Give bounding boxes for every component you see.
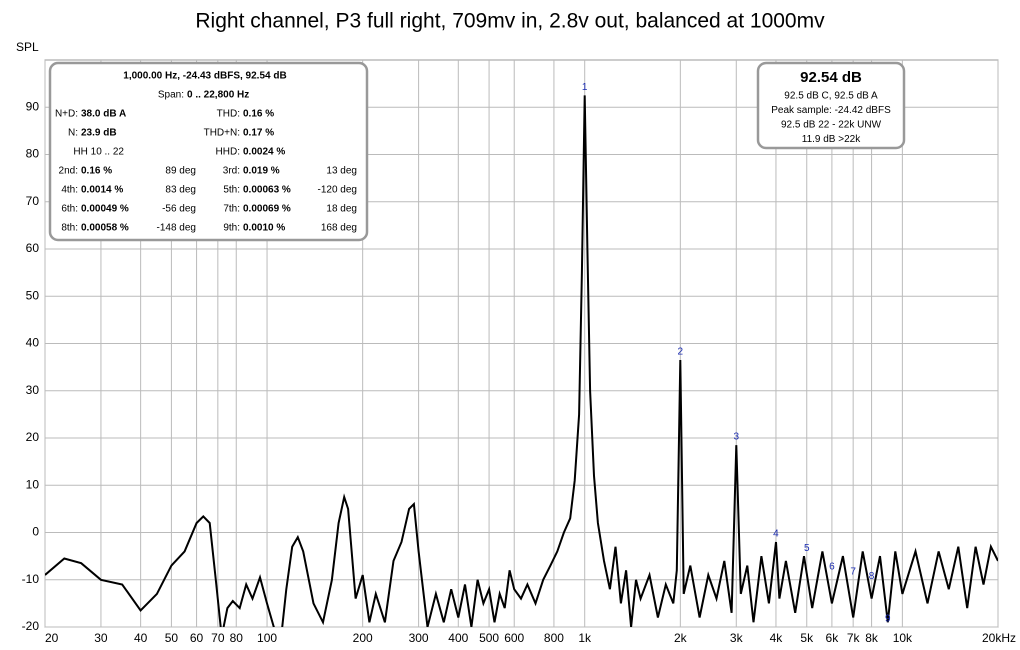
stats-cell: -56 deg <box>162 204 196 215</box>
x-tick-label: 8k <box>865 631 879 645</box>
stats-label: N+D: <box>55 109 78 120</box>
stats-box: 1,000.00 Hz, -24.43 dBFS, 92.54 dB Span:… <box>48 61 369 242</box>
stats-header: 1,000.00 Hz, -24.43 dBFS, 92.54 dB <box>123 71 286 82</box>
stats-value: 0.17 % <box>243 128 274 139</box>
stats-cell: 6th: <box>61 204 78 215</box>
y-tick-label: -10 <box>22 572 40 586</box>
stats-cell: 83 deg <box>165 185 196 196</box>
stats-cell: 0.00063 % <box>243 185 291 196</box>
stats-cell: 0.00049 % <box>81 204 129 215</box>
x-tick-label: 10k <box>893 631 913 645</box>
y-tick-label: 50 <box>26 288 40 302</box>
harmonic-marker: 7 <box>850 566 856 577</box>
level-line: 92.5 dB 22 - 22k UNW <box>781 120 882 131</box>
y-tick-label: 80 <box>26 147 40 161</box>
harmonic-marker: 9 <box>885 614 891 625</box>
x-tick-label: 800 <box>544 631 564 645</box>
x-tick-label: 1k <box>578 631 592 645</box>
stats-cell: 0.16 % <box>81 166 112 177</box>
stats-cell: 0.0014 % <box>81 185 123 196</box>
stats-label: Span: <box>158 90 184 101</box>
y-tick-label: 30 <box>26 383 40 397</box>
y-tick-label: 20 <box>26 430 40 444</box>
y-tick-label: 0 <box>32 525 39 539</box>
y-tick-label: 70 <box>26 194 40 208</box>
stats-cell: 89 deg <box>165 166 196 177</box>
x-tick-label: 30 <box>94 631 108 645</box>
stats-cell: -120 deg <box>318 185 357 196</box>
stats-value: 23.9 dB <box>81 128 117 139</box>
harmonic-marker: 8 <box>869 571 875 582</box>
x-tick-label: 600 <box>504 631 524 645</box>
harmonic-marker: 1 <box>582 82 588 93</box>
x-tick-label: 20 <box>45 631 59 645</box>
stats-cell: 8th: <box>61 223 78 234</box>
harmonic-marker: 4 <box>773 529 779 540</box>
y-axis-label: SPL <box>16 40 39 54</box>
stats-label: N: <box>68 128 78 139</box>
x-tick-label: 300 <box>409 631 429 645</box>
level-line: Peak sample: -24.42 dBFS <box>771 105 891 116</box>
x-tick-label: 60 <box>190 631 204 645</box>
x-tick-label: 100 <box>257 631 277 645</box>
y-tick-label: 60 <box>26 241 40 255</box>
x-tick-label: 20kHz <box>982 631 1016 645</box>
harmonic-marker: 3 <box>733 432 739 443</box>
stats-cell: 0.00069 % <box>243 204 291 215</box>
stats-cell: 168 deg <box>321 223 357 234</box>
x-tick-label: 4k <box>770 631 784 645</box>
spectrum-line <box>45 95 998 627</box>
level-line: 92.5 dB C, 92.5 dB A <box>784 91 878 102</box>
x-tick-label: 50 <box>165 631 179 645</box>
level-line: 11.9 dB >22k <box>802 134 861 145</box>
x-tick-label: 400 <box>448 631 468 645</box>
stats-label: HH 10 .. 22 <box>73 147 124 158</box>
x-tick-label: 200 <box>353 631 373 645</box>
stats-label: THD: <box>217 109 240 120</box>
y-tick-label: 40 <box>26 336 40 350</box>
y-tick-label: 10 <box>26 477 40 491</box>
x-tick-label: 6k <box>826 631 840 645</box>
x-tick-label: 3k <box>730 631 744 645</box>
stats-value: 0.16 % <box>243 109 274 120</box>
y-tick-label: 90 <box>26 99 40 113</box>
stats-cell: 0.00058 % <box>81 223 129 234</box>
x-tick-label: 500 <box>479 631 499 645</box>
stats-cell: 7th: <box>223 204 240 215</box>
level-frame <box>756 61 906 150</box>
stats-cell: 9th: <box>223 223 240 234</box>
x-tick-label: 40 <box>134 631 148 645</box>
stats-cell: 3rd: <box>223 166 240 177</box>
x-tick-label: 2k <box>674 631 688 645</box>
stats-frame <box>48 61 369 242</box>
x-tick-label: 7k <box>847 631 861 645</box>
stats-cell: 13 deg <box>326 166 357 177</box>
stats-label: HHD: <box>216 147 240 158</box>
stats-cell: 0.0010 % <box>243 223 285 234</box>
stats-cell: -148 deg <box>157 223 196 234</box>
harmonic-marker: 6 <box>829 562 835 573</box>
x-tick-label: 80 <box>230 631 244 645</box>
stats-cell: 0.019 % <box>243 166 280 177</box>
harmonic-marker: 5 <box>804 543 810 554</box>
level-box: 92.54 dB 92.5 dB C, 92.5 dB A Peak sample… <box>756 61 906 150</box>
stats-label: THD+N: <box>204 128 240 139</box>
level-value: 92.54 dB <box>800 69 862 86</box>
stats-value: 38.0 dB A <box>81 109 126 120</box>
x-tick-label: 5k <box>800 631 814 645</box>
stats-cell: 2nd: <box>59 166 78 177</box>
stats-cell: 4th: <box>61 185 78 196</box>
stats-value: 0.0024 % <box>243 147 285 158</box>
harmonic-marker: 2 <box>678 347 684 358</box>
y-tick-label: -20 <box>22 619 40 633</box>
chart-title: Right channel, P3 full right, 709mv in, … <box>195 10 825 33</box>
stats-cell: 5th: <box>223 185 240 196</box>
x-tick-label: 70 <box>211 631 225 645</box>
stats-cell: 18 deg <box>326 204 357 215</box>
stats-value: 0 .. 22,800 Hz <box>187 90 249 101</box>
